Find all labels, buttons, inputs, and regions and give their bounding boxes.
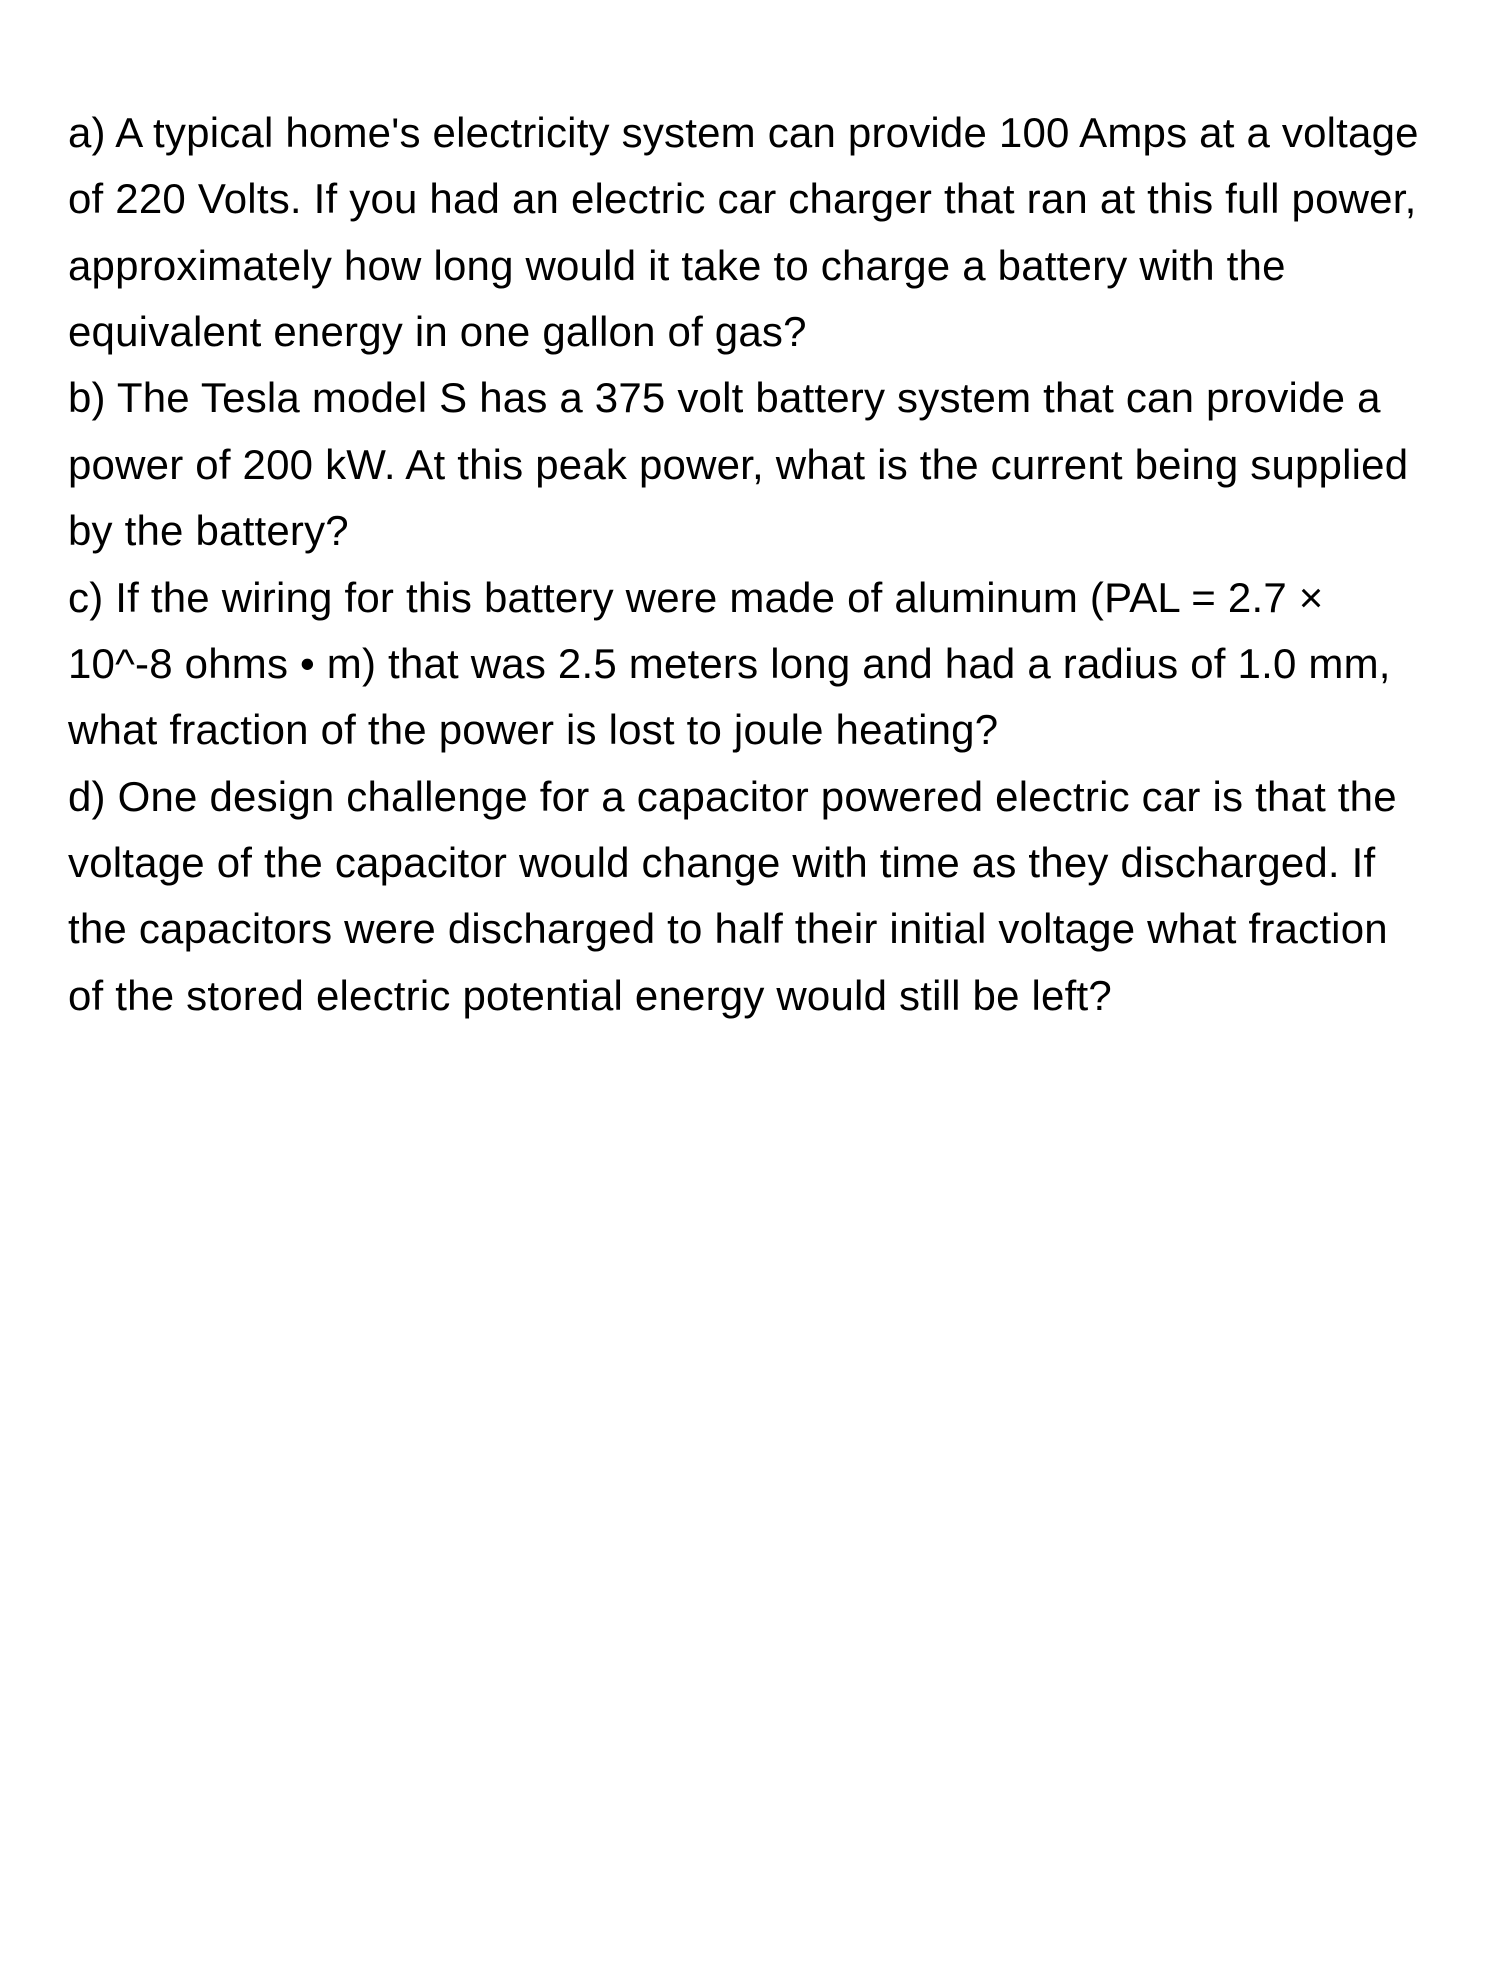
document-content: a) A typical home's electricity system c… <box>68 100 1432 1029</box>
question-b: b) The Tesla model S has a 375 volt batt… <box>68 365 1432 564</box>
question-a: a) A typical home's electricity system c… <box>68 100 1432 365</box>
question-d: d) One design challenge for a capacitor … <box>68 764 1432 1029</box>
question-c: c) If the wiring for this battery were m… <box>68 565 1432 764</box>
